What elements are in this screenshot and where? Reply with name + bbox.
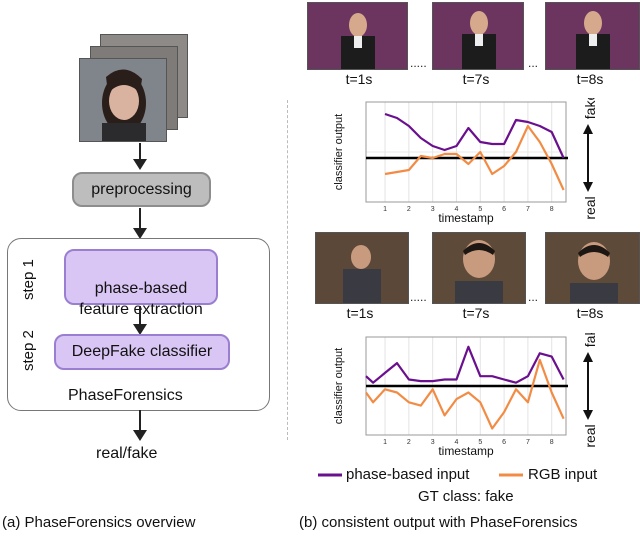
top-dots-1: .....: [410, 56, 427, 70]
x-axis-label: timestamp: [438, 211, 494, 225]
x-tick-label: 4: [455, 206, 459, 213]
top-time-3: t=8s: [576, 71, 604, 87]
bottom-time-2: t=7s: [462, 305, 490, 321]
left-caption: (a) PhaseForensics overview: [2, 514, 196, 531]
legend-rgb-label: RGB input: [528, 466, 598, 483]
real-label: real: [582, 196, 598, 219]
series-line-phase: [384, 112, 565, 159]
x-axis-label: timestamp: [438, 444, 494, 458]
feature-extraction-box: phase-based feature extraction: [64, 249, 218, 318]
series-line-rgb: [384, 124, 565, 191]
real-label: real: [582, 424, 598, 447]
x-tick-label: 1: [383, 439, 387, 446]
top-classifier-chart: 1 2 3 4 5 6 7 8 timestamp classifier output fake re…: [333, 98, 598, 225]
x-tick-label: 2: [407, 439, 411, 446]
feature-extraction-label: phase-based feature extraction: [79, 280, 203, 318]
x-tick-label: 2: [407, 206, 411, 213]
x-tick-label: 6: [502, 206, 506, 213]
arrow-to-output: [133, 410, 147, 441]
plot-frame: [365, 101, 567, 203]
x-tick-label: 5: [478, 439, 482, 446]
arrow-to-preprocessing: [133, 143, 147, 170]
real-fake-output-label: real/fake: [96, 445, 158, 462]
x-tick-label: 4: [455, 439, 459, 446]
x-tick-label: 3: [431, 439, 435, 446]
bottom-time-1: t=1s: [346, 305, 374, 321]
legend-phase-label: phase-based input: [346, 466, 470, 483]
phaseforensics-label: PhaseForensics: [68, 387, 183, 404]
right-caption: (b) consistent output with PhaseForensic…: [299, 514, 578, 531]
step1-label: step 1: [20, 259, 37, 300]
bottom-dots-2: ...: [528, 290, 539, 304]
bottom-dots-1: .....: [410, 290, 427, 304]
x-tick-label: 6: [502, 439, 506, 446]
bottom-frame-1: [315, 232, 409, 304]
x-tick-label: 7: [526, 206, 530, 213]
y-axis-label: classifier output: [333, 348, 345, 424]
top-time-1: t=1s: [345, 71, 373, 87]
x-tick-label: 1: [383, 206, 387, 213]
top-dots-2: ...: [528, 56, 539, 70]
deepfake-classifier-label: DeepFake classifier: [71, 343, 213, 360]
x-tick-label: 3: [431, 206, 435, 213]
series-line-rgb: [365, 358, 565, 430]
preprocessing-box: preprocessing: [72, 172, 211, 207]
x-tick-label: 7: [526, 439, 530, 446]
x-tick-label: 5: [478, 206, 482, 213]
top-frame-3: [545, 2, 640, 70]
x-tick-label: 8: [550, 206, 554, 213]
x-tick-label: 8: [550, 439, 554, 446]
legend-phase-swatch: [318, 473, 342, 477]
gt-class-label: GT class: fake: [418, 488, 514, 505]
arrow-to-classifier: [133, 306, 147, 335]
input-face-frame: [79, 58, 167, 142]
arrow-to-group: [133, 208, 147, 239]
step2-label: step 2: [20, 330, 37, 371]
preprocessing-label: preprocessing: [91, 181, 192, 198]
deepfake-classifier-box: DeepFake classifier: [54, 334, 230, 370]
arrow-down-head: [583, 410, 593, 420]
fake-label: fake: [582, 333, 598, 347]
legend-rgb-swatch: [499, 473, 523, 477]
y-axis-label: classifier output: [333, 114, 345, 190]
legend: phase-based input RGB input: [318, 466, 640, 486]
phaseforensics-group: [7, 238, 270, 411]
arrow-up-head: [583, 352, 593, 362]
bottom-frame-3: [545, 232, 640, 304]
top-time-2: t=7s: [462, 71, 490, 87]
top-frame-2: [432, 2, 524, 70]
arrow-down-head: [583, 182, 593, 192]
series-line-phase: [365, 345, 565, 384]
bottom-classifier-chart: 1 2 3 4 5 6 7 8 timestamp classifier output fake re…: [333, 333, 598, 458]
fake-label: fake: [582, 98, 598, 119]
bottom-frame-2: [432, 232, 526, 304]
bottom-time-3: t=8s: [576, 305, 604, 321]
panel-divider: [287, 100, 288, 440]
arrow-up-head: [583, 124, 593, 134]
top-frame-1: [307, 2, 408, 70]
